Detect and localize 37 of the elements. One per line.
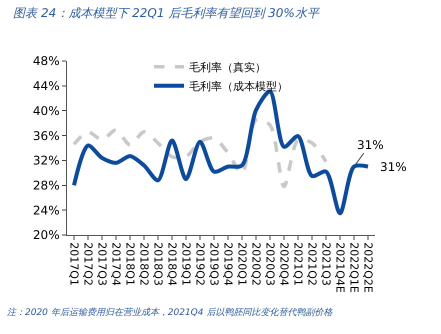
x-tick-label: 2020Q4 — [277, 242, 290, 286]
y-tick-label: 28% — [32, 178, 60, 192]
x-tick-label: 2019Q3 — [207, 242, 220, 286]
y-tick-label: 32% — [32, 154, 60, 168]
legend-label: 毛利率（真实） — [189, 61, 266, 74]
line-series — [72, 118, 328, 188]
y-tick-label: 48% — [32, 54, 60, 68]
chart-title: 图表 24：成本模型下 22Q1 后毛利率有望回到 30%水平 — [13, 6, 321, 20]
x-tick-label: 2018Q3 — [151, 242, 164, 286]
y-tick-label: 40% — [32, 104, 60, 118]
text: 注：2020 年后运输费用归在营业成本，2021Q4 后以鸭胚同比变化替代鸭副价格 — [7, 307, 334, 318]
x-tick-label: 2019Q4 — [221, 242, 234, 286]
x-tick-label: 2019Q1 — [179, 242, 192, 286]
x-tick-label: 2018Q2 — [137, 242, 150, 286]
x-tick-label: 2020Q1 — [235, 242, 248, 286]
y-tick-label: 44% — [32, 79, 60, 94]
data-label: 31% — [357, 138, 384, 152]
x-tick-label: 2020Q2 — [249, 242, 262, 286]
data-label: 31% — [380, 160, 407, 174]
x-tick-label: 2021Q2 — [305, 242, 318, 286]
x-tick-label: 2020Q3 — [263, 242, 276, 286]
x-tick-label: 2018Q4 — [165, 242, 178, 286]
x-tick-label: 2021Q4E — [333, 242, 346, 293]
x-tick-label: 2017Q3 — [95, 242, 108, 286]
x-tick-label: 2017Q4 — [109, 242, 122, 286]
y-tick-label: 36% — [32, 128, 60, 143]
y-tick-label: 20% — [32, 228, 60, 242]
x-tick-label: 2017Q1 — [67, 242, 80, 286]
x-tick-label: 2022Q1E — [347, 242, 360, 293]
legend-label: 毛利率（成本模型） — [189, 80, 288, 94]
x-tick-label: 2021Q3 — [319, 242, 332, 286]
x-tick-label: 2018Q1 — [123, 242, 136, 286]
x-tick-label: 2022Q2E — [361, 242, 374, 293]
y-tick-label: 24% — [32, 203, 60, 218]
x-tick-label: 2021Q1 — [291, 242, 304, 286]
x-tick-label: 2019Q2 — [193, 242, 206, 286]
x-tick-label: 2017Q2 — [81, 242, 94, 286]
